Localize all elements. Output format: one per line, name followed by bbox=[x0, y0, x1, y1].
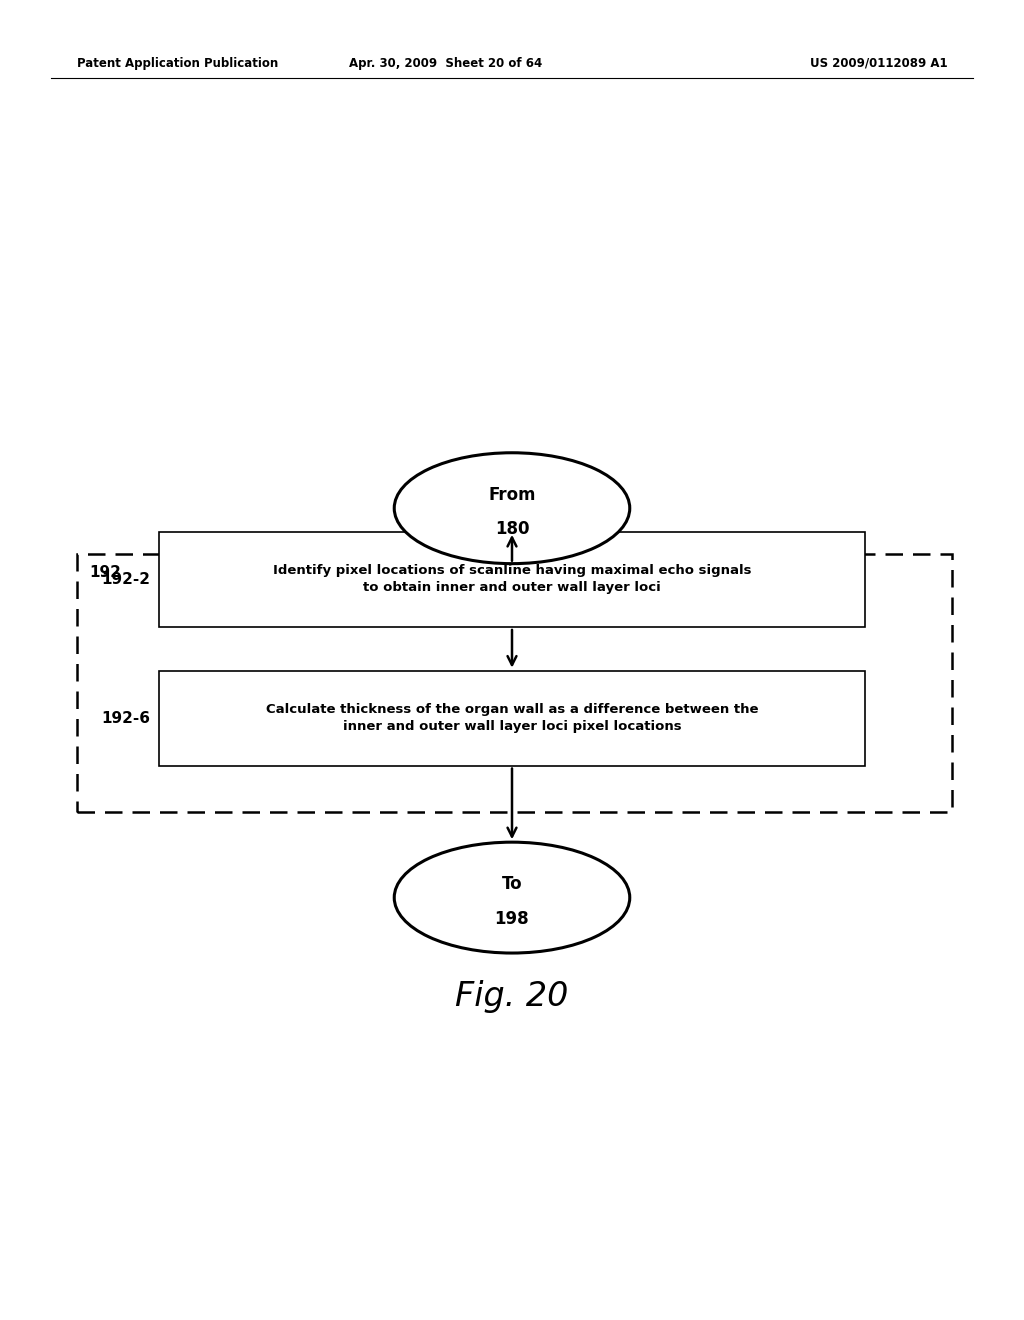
Text: Fig. 20: Fig. 20 bbox=[456, 979, 568, 1014]
Text: 192-6: 192-6 bbox=[101, 710, 151, 726]
Text: Identify pixel locations of scanline having maximal echo signals
to obtain inner: Identify pixel locations of scanline hav… bbox=[272, 565, 752, 594]
Text: Calculate thickness of the organ wall as a difference between the
inner and oute: Calculate thickness of the organ wall as… bbox=[266, 704, 758, 733]
Text: 192: 192 bbox=[89, 565, 121, 579]
Bar bbox=[77, 554, 952, 812]
Text: From: From bbox=[488, 486, 536, 504]
Text: 180: 180 bbox=[495, 520, 529, 539]
Ellipse shape bbox=[394, 842, 630, 953]
Text: Apr. 30, 2009  Sheet 20 of 64: Apr. 30, 2009 Sheet 20 of 64 bbox=[349, 57, 542, 70]
Text: US 2009/0112089 A1: US 2009/0112089 A1 bbox=[810, 57, 947, 70]
Text: 192-2: 192-2 bbox=[101, 572, 151, 587]
Text: 198: 198 bbox=[495, 909, 529, 928]
Bar bbox=[159, 671, 865, 766]
Bar bbox=[159, 532, 865, 627]
Text: To: To bbox=[502, 875, 522, 894]
Ellipse shape bbox=[394, 453, 630, 564]
Text: Patent Application Publication: Patent Application Publication bbox=[77, 57, 279, 70]
